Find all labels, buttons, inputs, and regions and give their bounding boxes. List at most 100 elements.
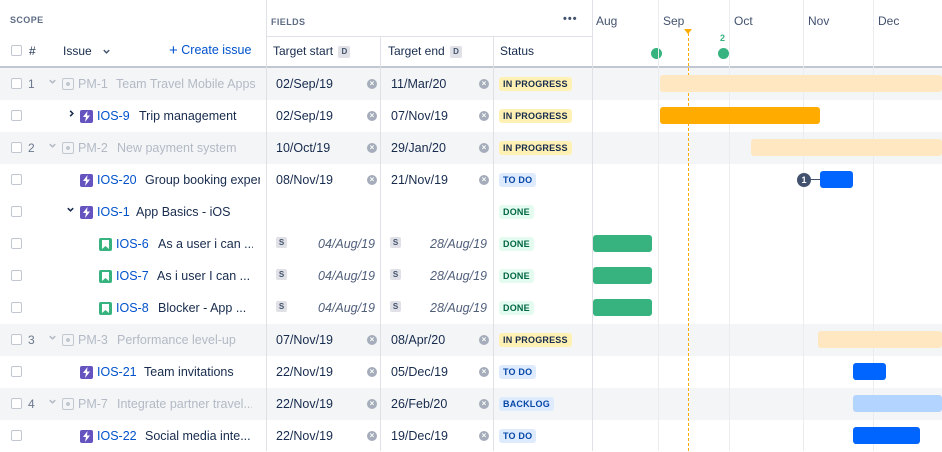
issue-title[interactable]: Blocker - App ... bbox=[158, 301, 247, 315]
issue-key-link[interactable]: IOS-9 bbox=[97, 109, 130, 123]
target-end-value[interactable]: 29/Jan/20 bbox=[391, 141, 446, 155]
clear-date-icon[interactable]: × bbox=[479, 111, 489, 121]
issue-key-link[interactable]: IOS-1 bbox=[97, 205, 130, 219]
status-lozenge[interactable]: TO DO bbox=[499, 429, 537, 443]
timeline-bar-ios-21[interactable] bbox=[853, 363, 886, 380]
issue-title[interactable]: Integrate partner travel... bbox=[117, 397, 252, 411]
clear-date-icon[interactable]: × bbox=[479, 335, 489, 345]
row-checkbox[interactable] bbox=[11, 430, 22, 441]
clear-date-icon[interactable]: × bbox=[367, 431, 377, 441]
timeline-bar-ios-6[interactable] bbox=[593, 235, 652, 252]
more-options-button[interactable]: ••• bbox=[563, 13, 578, 25]
issue-title[interactable]: As i user I can ... bbox=[157, 269, 251, 283]
status-lozenge[interactable]: TO DO bbox=[499, 173, 537, 187]
issue-title[interactable]: Group booking exper bbox=[145, 173, 260, 187]
row-checkbox[interactable] bbox=[11, 270, 22, 281]
issue-title[interactable]: Trip management bbox=[139, 109, 237, 123]
issue-key-link[interactable]: IOS-8 bbox=[116, 301, 149, 315]
clear-date-icon[interactable]: × bbox=[479, 79, 489, 89]
row-checkbox[interactable] bbox=[11, 174, 22, 185]
status-lozenge[interactable]: IN PROGRESS bbox=[499, 109, 572, 123]
row-checkbox[interactable] bbox=[11, 110, 22, 121]
clear-date-icon[interactable]: × bbox=[367, 399, 377, 409]
epic-row[interactable]: 1 PM-1 Team Travel Mobile Apps 02/Sep/19 × 11… bbox=[0, 68, 942, 100]
status-lozenge[interactable]: BACKLOG bbox=[499, 397, 554, 411]
chevron-down-icon[interactable] bbox=[66, 205, 75, 217]
issue-key-link[interactable]: PM-1 bbox=[78, 77, 108, 91]
create-issue-button[interactable]: + Create issue bbox=[169, 43, 251, 58]
status-lozenge[interactable]: IN PROGRESS bbox=[499, 141, 572, 155]
issue-title[interactable]: Performance level-up bbox=[117, 333, 236, 347]
issue-key-link[interactable]: PM-7 bbox=[78, 397, 108, 411]
row-checkbox[interactable] bbox=[11, 302, 22, 313]
target-end-value[interactable]: 11/Mar/20 bbox=[391, 77, 447, 91]
issue-key-link[interactable]: PM-3 bbox=[78, 333, 108, 347]
dependency-badge[interactable]: 1 bbox=[797, 173, 811, 187]
status-lozenge[interactable]: IN PROGRESS bbox=[499, 333, 572, 347]
timeline-bar-pm-7[interactable] bbox=[853, 395, 942, 412]
milestone-marker[interactable] bbox=[651, 48, 662, 59]
clear-date-icon[interactable]: × bbox=[367, 335, 377, 345]
target-end-value[interactable]: 19/Dec/19 bbox=[391, 429, 448, 443]
target-start-value[interactable]: 22/Nov/19 bbox=[276, 397, 333, 411]
target-end-value[interactable]: 21/Nov/19 bbox=[391, 173, 448, 187]
clear-date-icon[interactable]: × bbox=[367, 79, 377, 89]
issue-key-link[interactable]: IOS-7 bbox=[116, 269, 149, 283]
row-checkbox[interactable] bbox=[11, 238, 22, 249]
issue-title[interactable]: App Basics - iOS bbox=[136, 205, 231, 219]
issue-row[interactable]: IOS-21 Team invitations 22/Nov/19 × 05/Dec/1… bbox=[0, 356, 942, 388]
chevron-right-icon[interactable] bbox=[67, 109, 76, 121]
target-end-value[interactable]: 28/Aug/19 bbox=[430, 301, 487, 315]
clear-date-icon[interactable]: × bbox=[479, 399, 489, 409]
clear-date-icon[interactable]: × bbox=[367, 175, 377, 185]
issue-title[interactable]: Team invitations bbox=[144, 365, 234, 379]
issue-key-link[interactable]: PM-2 bbox=[78, 141, 108, 155]
chevron-down-icon[interactable] bbox=[48, 333, 57, 345]
timeline-bar-ios-7[interactable] bbox=[593, 267, 652, 284]
clear-date-icon[interactable]: × bbox=[479, 143, 489, 153]
clear-date-icon[interactable]: × bbox=[479, 431, 489, 441]
target-start-value[interactable]: 02/Sep/19 bbox=[276, 77, 333, 91]
target-start-value[interactable]: 10/Oct/19 bbox=[276, 141, 331, 155]
target-start-value[interactable]: 22/Nov/19 bbox=[276, 429, 333, 443]
issue-row[interactable]: IOS-1 App Basics - iOS DONE bbox=[0, 196, 942, 228]
epic-row[interactable]: 4 PM-7 Integrate partner travel... 22/Nov/1… bbox=[0, 388, 942, 420]
issue-key-link[interactable]: IOS-21 bbox=[97, 365, 137, 379]
target-start-value[interactable]: 22/Nov/19 bbox=[276, 365, 333, 379]
row-checkbox[interactable] bbox=[11, 78, 22, 89]
milestone-marker[interactable] bbox=[718, 48, 729, 59]
status-column-header[interactable]: Status bbox=[500, 44, 535, 58]
target-end-value[interactable]: 26/Feb/20 bbox=[391, 397, 448, 411]
status-lozenge[interactable]: DONE bbox=[499, 301, 534, 315]
target-start-value[interactable]: 07/Nov/19 bbox=[276, 333, 333, 347]
timeline-bar-pm-2[interactable] bbox=[751, 139, 942, 156]
row-checkbox[interactable] bbox=[11, 366, 22, 377]
target-start-column-header[interactable]: Target start D bbox=[273, 44, 351, 58]
clear-date-icon[interactable]: × bbox=[479, 175, 489, 185]
issue-column-header[interactable]: Issue bbox=[63, 44, 92, 58]
target-end-value[interactable]: 05/Dec/19 bbox=[391, 365, 448, 379]
epic-row[interactable]: 3 PM-3 Performance level-up 07/Nov/19 × 08/Ap… bbox=[0, 324, 942, 356]
status-lozenge[interactable]: DONE bbox=[499, 205, 534, 219]
status-lozenge[interactable]: TO DO bbox=[499, 365, 537, 379]
row-checkbox[interactable] bbox=[11, 206, 22, 217]
issue-title[interactable]: Team Travel Mobile Apps bbox=[116, 77, 256, 91]
select-all-checkbox[interactable] bbox=[11, 45, 22, 56]
status-lozenge[interactable]: DONE bbox=[499, 269, 534, 283]
issue-key-link[interactable]: IOS-22 bbox=[97, 429, 137, 443]
target-end-value[interactable]: 28/Aug/19 bbox=[430, 269, 487, 283]
row-checkbox[interactable] bbox=[11, 142, 22, 153]
status-lozenge[interactable]: IN PROGRESS bbox=[499, 77, 572, 91]
target-end-value[interactable]: 28/Aug/19 bbox=[430, 237, 487, 251]
issue-title[interactable]: New payment system bbox=[117, 141, 237, 155]
timeline-bar-pm-1[interactable] bbox=[660, 75, 942, 92]
timeline-bar-pm-3[interactable] bbox=[818, 331, 942, 348]
issue-row[interactable]: IOS-8 Blocker - App ... S 04/Aug/19 S 28/Aug/… bbox=[0, 292, 942, 324]
timeline-bar-ios-20[interactable] bbox=[820, 171, 853, 188]
issue-row[interactable]: IOS-22 Social media inte... 22/Nov/19 × 19/D… bbox=[0, 420, 942, 452]
target-start-value[interactable]: 08/Nov/19 bbox=[276, 173, 333, 187]
clear-date-icon[interactable]: × bbox=[367, 143, 377, 153]
timeline-bar-ios-8[interactable] bbox=[593, 299, 652, 316]
clear-date-icon[interactable]: × bbox=[367, 111, 377, 121]
issue-title[interactable]: As a user i can ... bbox=[158, 237, 253, 251]
